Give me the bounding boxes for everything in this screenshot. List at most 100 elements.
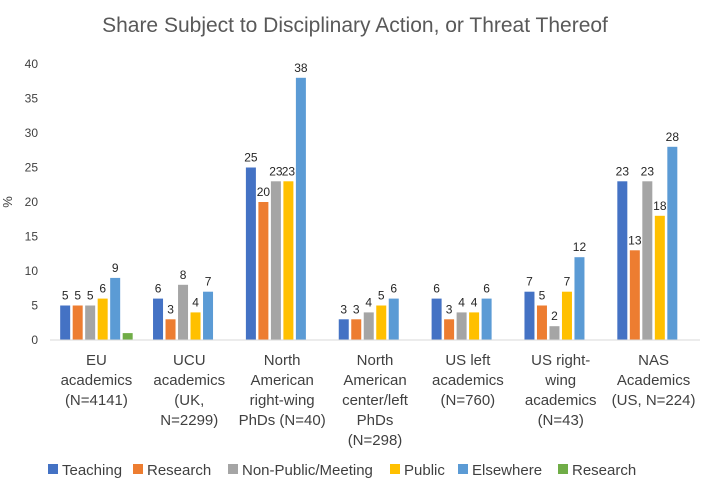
category-label: US left academics (N=760)	[432, 352, 504, 409]
data-label: 5	[87, 289, 94, 303]
data-label: 6	[99, 282, 106, 296]
data-label: 7	[205, 275, 212, 289]
data-label: 13	[628, 233, 642, 247]
y-axis-ticks: 0 5 10 15 20 25 30 35 40	[25, 57, 39, 347]
bar-public	[190, 312, 201, 340]
category-label: NAS Academics (US, N=224)	[612, 352, 696, 409]
data-label: 6	[155, 282, 162, 296]
data-label: 38	[294, 61, 308, 75]
category-label: North American right-wing PhDs (N=40)	[239, 352, 326, 429]
bar-non-public-meeting	[642, 181, 653, 340]
data-label: 25	[244, 151, 258, 165]
data-label: 3	[340, 302, 347, 316]
bar-teaching	[617, 181, 628, 340]
legend-item: Public	[390, 462, 445, 479]
bar-research	[72, 305, 83, 340]
legend-label: Research	[572, 462, 636, 479]
data-label: 20	[257, 185, 271, 199]
bar-research	[258, 202, 269, 340]
data-label: 8	[180, 268, 187, 282]
bar-elsewhere	[388, 298, 399, 340]
data-label: 18	[653, 199, 667, 213]
bar-research	[351, 319, 362, 340]
y-tick-label: 10	[25, 264, 39, 278]
legend-label: Elsewhere	[472, 462, 542, 479]
bar-non-public-meeting	[363, 312, 374, 340]
bars-group	[60, 77, 678, 341]
data-label: 7	[526, 275, 533, 289]
legend-label: Public	[404, 462, 445, 479]
y-tick-label: 30	[25, 126, 39, 140]
data-label: 5	[74, 289, 81, 303]
bar-teaching	[60, 305, 71, 340]
data-label: 9	[112, 261, 119, 275]
category-label: North American center/left PhDs (N=298)	[342, 352, 409, 449]
data-label: 2	[551, 309, 558, 323]
legend-item: Research	[133, 462, 211, 479]
data-label: 23	[641, 164, 655, 178]
bar-non-public-meeting	[270, 181, 281, 340]
data-label: 4	[192, 295, 199, 309]
bar-elsewhere	[667, 146, 678, 340]
bar-non-public-meeting	[549, 326, 560, 340]
data-label: 4	[471, 295, 478, 309]
y-tick-label: 20	[25, 195, 39, 209]
data-label: 3	[167, 302, 174, 316]
data-label: 4	[365, 295, 372, 309]
y-tick-label: 0	[31, 333, 38, 347]
bar-teaching	[338, 319, 349, 340]
legend-swatch	[558, 464, 568, 474]
bar-public	[561, 291, 572, 340]
data-label: 5	[539, 289, 546, 303]
data-label: 6	[433, 282, 440, 296]
category-label: UCU academics (UK, N=2299)	[153, 352, 225, 429]
bar-public	[376, 305, 387, 340]
data-label: 7	[564, 275, 571, 289]
data-label: 6	[390, 282, 397, 296]
data-label: 23	[282, 164, 296, 178]
bar-research	[536, 305, 547, 340]
bar-non-public-meeting	[456, 312, 467, 340]
data-label: 23	[269, 164, 283, 178]
bar-elsewhere	[203, 291, 214, 340]
bar-public	[469, 312, 480, 340]
legend-label: Non-Public/Meeting	[242, 462, 373, 479]
legend-item: Teaching	[48, 462, 122, 479]
bar-research	[165, 319, 176, 340]
category-label: US right-wing academics (N=43)	[525, 352, 597, 429]
category-labels-group: EU academics (N=4141) UCU academics (UK, N=229…	[61, 352, 696, 449]
legend-item: Research	[558, 462, 636, 479]
data-label: 12	[573, 240, 587, 254]
bar-teaching	[245, 167, 256, 340]
bar-teaching	[153, 298, 164, 340]
legend-item: Elsewhere	[458, 462, 542, 479]
legend-swatch	[133, 464, 143, 474]
bar-non-public-meeting	[85, 305, 96, 340]
bar-public	[283, 181, 294, 340]
legend-swatch	[390, 464, 400, 474]
y-tick-label: 15	[25, 230, 39, 244]
bar-research	[122, 333, 133, 340]
bar-elsewhere	[481, 298, 492, 340]
y-tick-label: 5	[31, 299, 38, 313]
data-label: 5	[62, 289, 69, 303]
y-axis-label: %	[0, 196, 15, 208]
legend-swatch	[458, 464, 468, 474]
y-tick-label: 35	[25, 92, 39, 106]
data-label: 23	[616, 164, 630, 178]
bar-teaching	[524, 291, 535, 340]
legend: Teaching Research Non-Public/Meeting Public…	[48, 462, 636, 479]
legend-label: Teaching	[62, 462, 122, 479]
bar-teaching	[431, 298, 442, 340]
data-label: 3	[353, 302, 360, 316]
bar-research	[444, 319, 455, 340]
bar-elsewhere	[574, 257, 585, 340]
legend-label: Research	[147, 462, 211, 479]
legend-swatch	[48, 464, 58, 474]
data-label: 28	[666, 130, 680, 144]
bar-non-public-meeting	[178, 284, 189, 340]
category-label: EU academics (N=4141)	[61, 352, 133, 409]
data-label: 4	[458, 295, 465, 309]
data-label: 6	[483, 282, 490, 296]
